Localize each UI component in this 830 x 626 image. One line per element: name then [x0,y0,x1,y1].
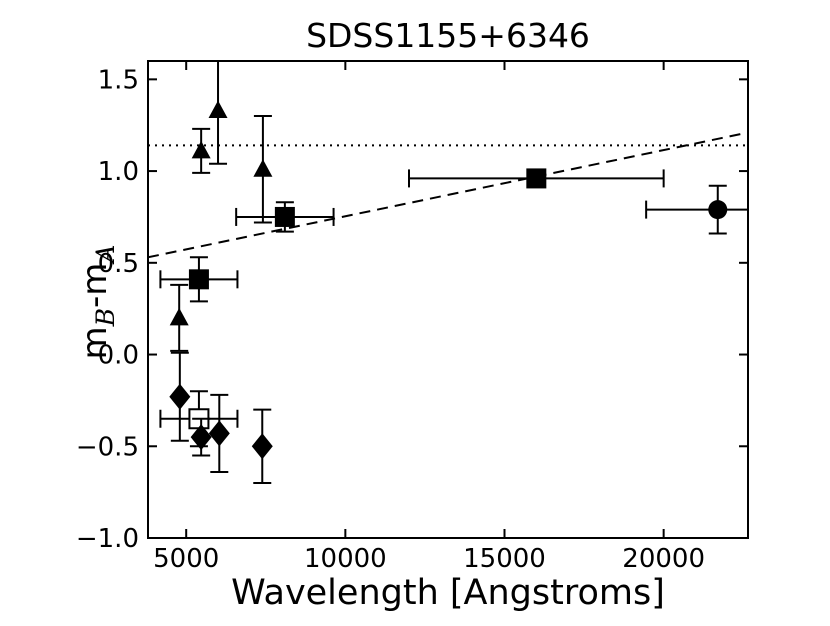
tick-label-layer: 5000 10000 15000 20000 −1.0 −0.5 0.0 0.5 1.0 1.5 [76,65,705,574]
y-axis-label-sub2: A [91,245,120,265]
axis-layer [147,60,749,539]
x-axis-label: Wavelength [Angstroms] [231,573,665,613]
x-tick-label: 20000 [622,544,705,574]
data-point-squares-filled [274,206,295,227]
data-point-circle-filled [708,200,728,220]
data-point-diamonds-filled [251,433,273,460]
chart-title: SDSS1155+6346 [306,16,590,55]
svg-text:mB-mA: mB-mA [75,245,120,360]
plot-frame [147,60,749,539]
data-point-triangles-filled [253,159,273,177]
data-point-diamonds-filled [169,383,191,410]
dashed-trend-line [148,131,748,259]
x-tick-label: 10000 [304,544,387,574]
y-axis-label: mB-mA [75,245,120,360]
data-point-triangles-filled [208,100,228,119]
y-tick-label: −1.0 [76,524,139,554]
y-tick-label: 1.0 [98,157,139,187]
data-point-triangles-filled [169,307,189,326]
y-axis-label-base1: m [75,326,115,359]
y-tick-label: 0.5 [98,249,139,279]
y-axis-label-sub1: B [91,308,120,327]
data-point-triangles-filled [191,140,211,159]
y-axis-label-mid: -m [75,263,115,308]
plot-data-layer [148,61,748,484]
y-tick-label: −0.5 [76,432,139,462]
x-tick-label: 15000 [463,544,546,574]
data-point-squares-filled [526,168,547,189]
y-tick-label: 0.0 [98,341,139,371]
y-tick-label: 1.5 [98,65,139,95]
data-point-diamonds-filled [190,424,212,451]
x-tick-label: 5000 [153,544,219,574]
data-point-squares-filled [188,269,209,290]
data-point-diamonds-filled [208,420,230,447]
